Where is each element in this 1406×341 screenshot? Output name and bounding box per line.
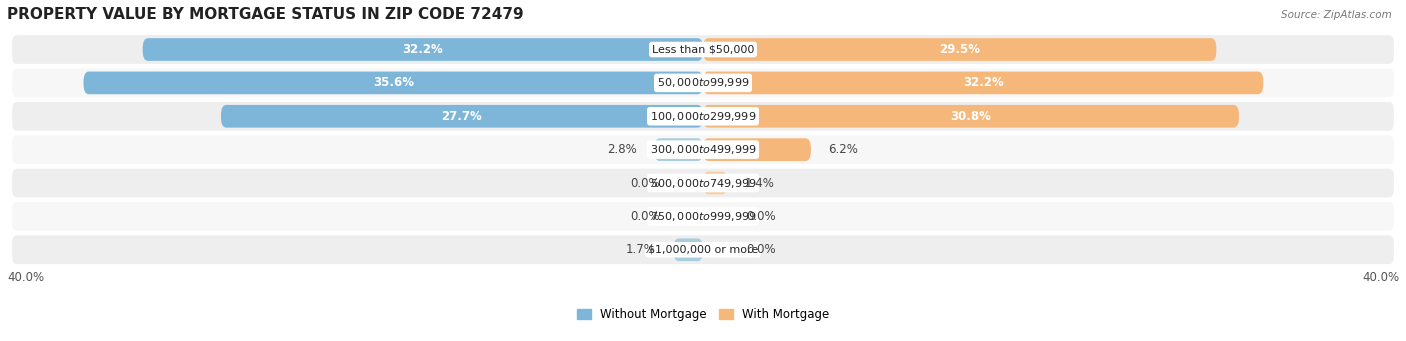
Text: 6.2%: 6.2% xyxy=(828,143,858,156)
Legend: Without Mortgage, With Mortgage: Without Mortgage, With Mortgage xyxy=(572,303,834,326)
FancyBboxPatch shape xyxy=(13,202,1393,231)
FancyBboxPatch shape xyxy=(13,235,1393,264)
FancyBboxPatch shape xyxy=(703,172,727,194)
FancyBboxPatch shape xyxy=(703,105,1239,128)
Text: $100,000 to $299,999: $100,000 to $299,999 xyxy=(650,110,756,123)
FancyBboxPatch shape xyxy=(13,135,1393,164)
Text: 0.0%: 0.0% xyxy=(747,210,776,223)
Text: Source: ZipAtlas.com: Source: ZipAtlas.com xyxy=(1281,10,1392,20)
Text: $1,000,000 or more: $1,000,000 or more xyxy=(648,245,758,255)
Text: 40.0%: 40.0% xyxy=(1362,271,1399,284)
FancyBboxPatch shape xyxy=(221,105,703,128)
Text: $50,000 to $99,999: $50,000 to $99,999 xyxy=(657,76,749,89)
Text: 1.4%: 1.4% xyxy=(745,177,775,190)
Text: 35.6%: 35.6% xyxy=(373,76,413,89)
Text: 1.7%: 1.7% xyxy=(626,243,657,256)
FancyBboxPatch shape xyxy=(83,72,703,94)
Text: 27.7%: 27.7% xyxy=(441,110,482,123)
FancyBboxPatch shape xyxy=(13,69,1393,97)
Text: 2.8%: 2.8% xyxy=(607,143,637,156)
Text: 40.0%: 40.0% xyxy=(7,271,44,284)
Text: 29.5%: 29.5% xyxy=(939,43,980,56)
Text: $500,000 to $749,999: $500,000 to $749,999 xyxy=(650,177,756,190)
FancyBboxPatch shape xyxy=(13,35,1393,64)
FancyBboxPatch shape xyxy=(703,38,1216,61)
FancyBboxPatch shape xyxy=(703,72,1264,94)
FancyBboxPatch shape xyxy=(673,238,703,261)
FancyBboxPatch shape xyxy=(703,138,811,161)
Text: $300,000 to $499,999: $300,000 to $499,999 xyxy=(650,143,756,156)
Text: 30.8%: 30.8% xyxy=(950,110,991,123)
Text: 32.2%: 32.2% xyxy=(963,76,1004,89)
FancyBboxPatch shape xyxy=(654,138,703,161)
Text: 32.2%: 32.2% xyxy=(402,43,443,56)
Text: Less than $50,000: Less than $50,000 xyxy=(652,45,754,55)
FancyBboxPatch shape xyxy=(13,169,1393,197)
Text: PROPERTY VALUE BY MORTGAGE STATUS IN ZIP CODE 72479: PROPERTY VALUE BY MORTGAGE STATUS IN ZIP… xyxy=(7,7,523,22)
Text: 0.0%: 0.0% xyxy=(630,210,659,223)
FancyBboxPatch shape xyxy=(142,38,703,61)
Text: 0.0%: 0.0% xyxy=(747,243,776,256)
Text: 0.0%: 0.0% xyxy=(630,177,659,190)
Text: $750,000 to $999,999: $750,000 to $999,999 xyxy=(650,210,756,223)
FancyBboxPatch shape xyxy=(13,102,1393,131)
